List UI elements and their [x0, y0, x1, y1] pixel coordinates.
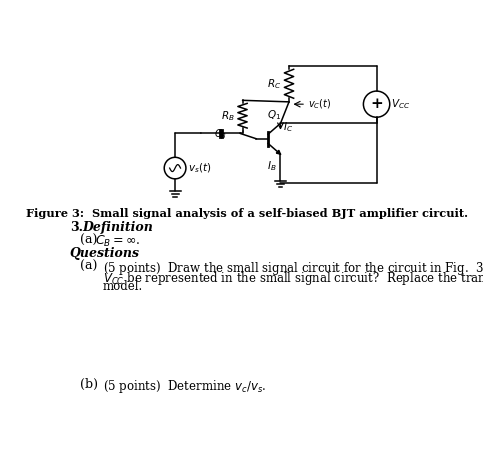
Text: $I_C$: $I_C$ [283, 120, 293, 134]
Text: $C_B = \infty$.: $C_B = \infty$. [95, 234, 141, 249]
Polygon shape [276, 150, 281, 154]
Text: (b): (b) [80, 377, 98, 391]
Text: Questions: Questions [70, 248, 140, 260]
Text: 3.: 3. [70, 221, 83, 234]
Text: $v_s(t)$: $v_s(t)$ [188, 161, 212, 175]
Text: $I_B$: $I_B$ [267, 160, 276, 174]
Text: (a): (a) [80, 234, 97, 247]
Text: (a): (a) [80, 260, 97, 273]
Text: $R_B$: $R_B$ [221, 109, 235, 123]
Text: $C_B$: $C_B$ [214, 128, 227, 142]
Text: +: + [370, 97, 383, 111]
Text: $v_C(t)$: $v_C(t)$ [308, 97, 331, 111]
Text: Figure 3:  Small signal analysis of a self-biased BJT amplifier circuit.: Figure 3: Small signal analysis of a sel… [26, 208, 468, 219]
Text: $V_{CC}$: $V_{CC}$ [391, 97, 411, 111]
Text: $Q_1$: $Q_1$ [267, 108, 281, 122]
Text: (5 points)  Draw the small signal circuit for the circuit in Fig.  3.  How shoul: (5 points) Draw the small signal circuit… [103, 260, 483, 277]
Text: $R_C$: $R_C$ [267, 77, 281, 91]
Text: (5 points)  Determine $v_c/v_s$.: (5 points) Determine $v_c/v_s$. [103, 377, 266, 395]
Text: $V_{CC}$ be represented in the small signal circuit?  Replace the transistor by : $V_{CC}$ be represented in the small sig… [103, 270, 483, 287]
Text: model.: model. [103, 280, 143, 293]
Text: Definition: Definition [82, 221, 153, 234]
